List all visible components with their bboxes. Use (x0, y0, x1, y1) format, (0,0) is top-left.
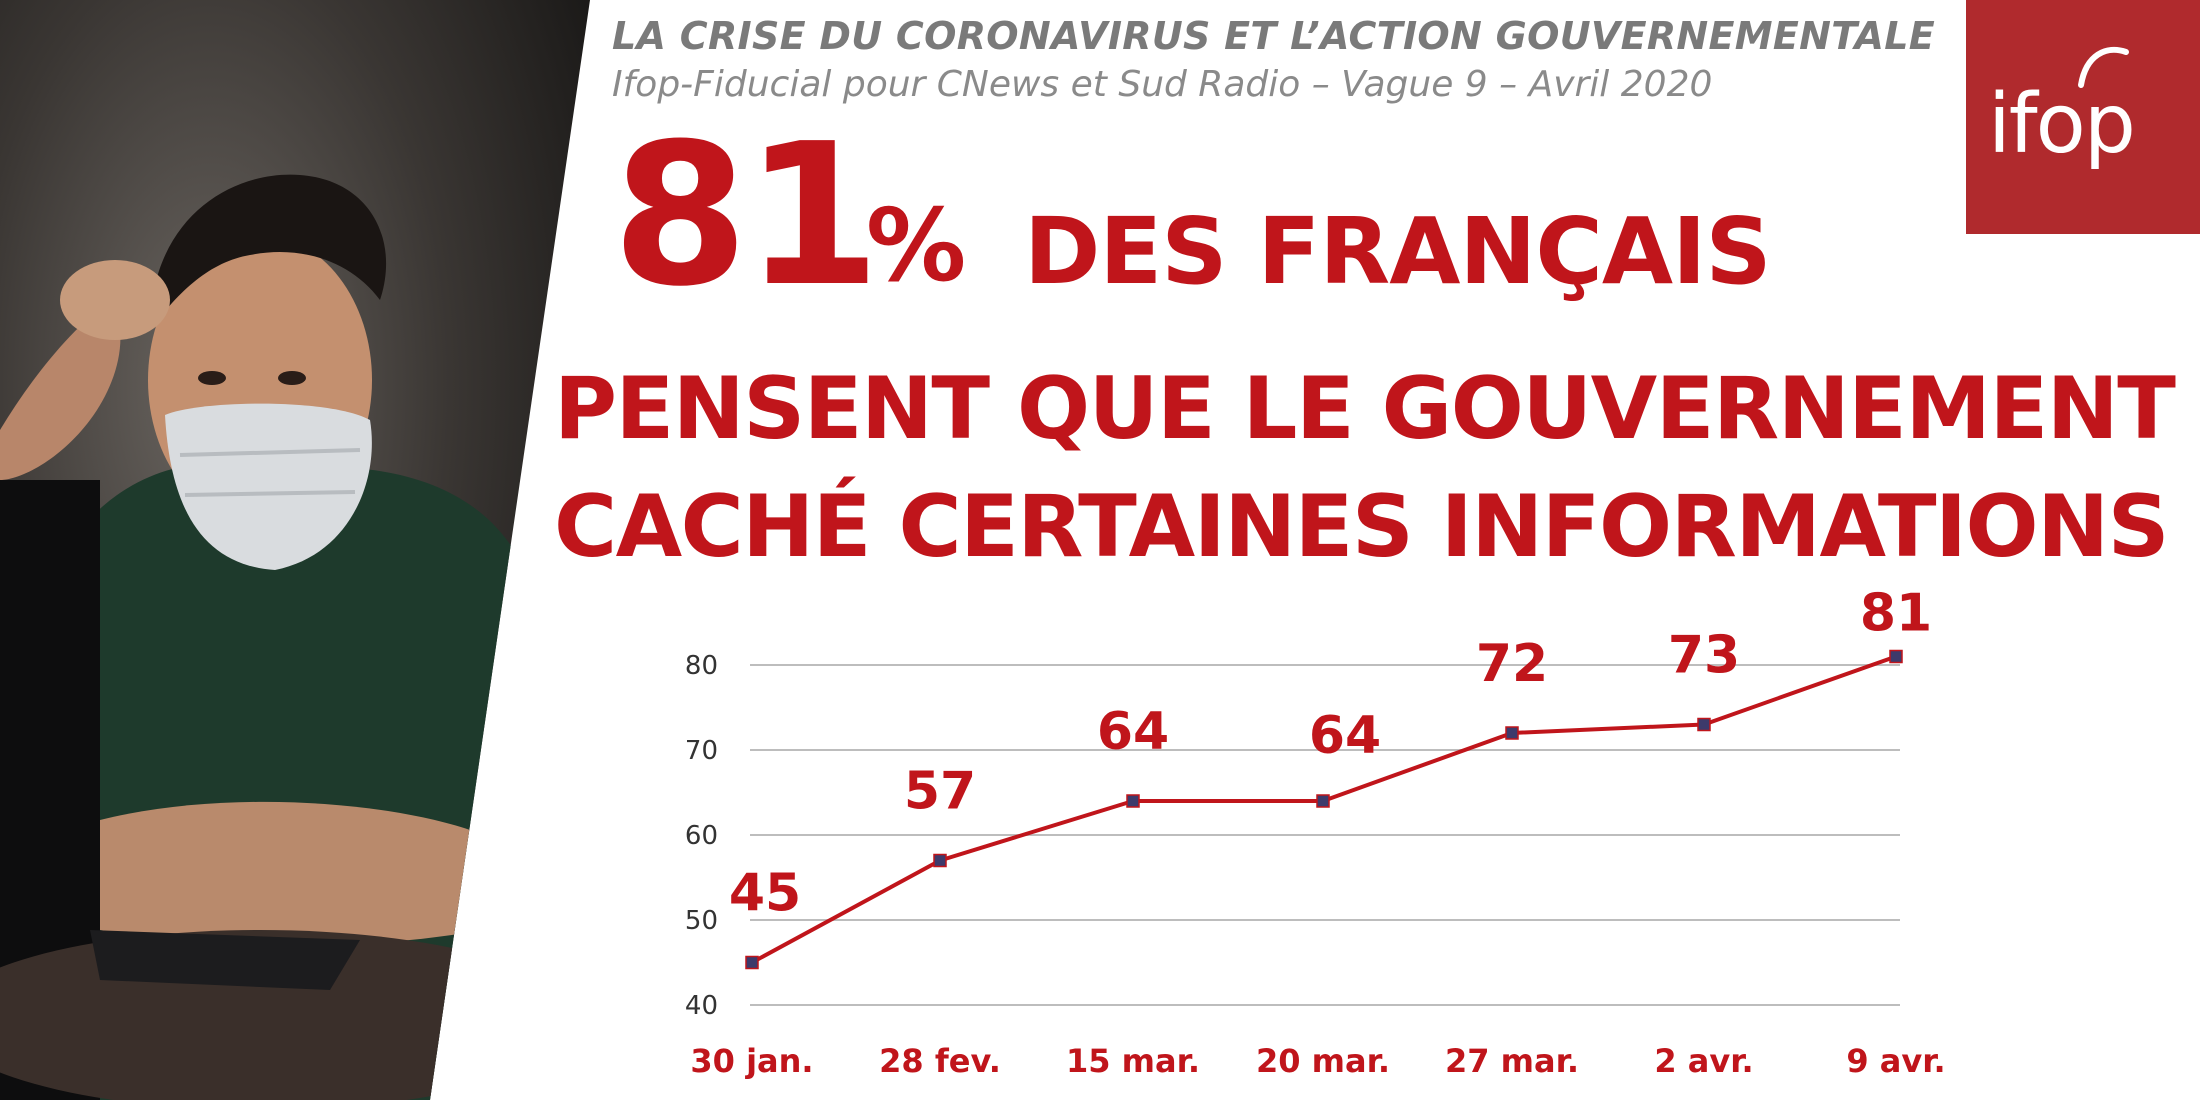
x-category-label: 15 mar. (1066, 1042, 1200, 1080)
data-label: 64 (1097, 702, 1169, 762)
headline-line-1: PENSENT QUE LE GOUVERNEMENT A (554, 359, 2200, 459)
x-category-label: 27 mar. (1445, 1042, 1579, 1080)
headline-percentage-value: 81 (612, 102, 881, 330)
headline-line-2: CACHÉ CERTAINES INFORMATIONS (554, 477, 2170, 577)
data-point-marker (1697, 717, 1711, 732)
data-point-marker (1889, 649, 1903, 664)
svg-text:ifop: ifop (1988, 77, 2134, 172)
y-tick-label: 70 (685, 736, 718, 766)
x-category-label: 9 avr. (1846, 1042, 1945, 1080)
y-tick-label: 80 (685, 651, 718, 681)
headline-percent-sign: % (866, 187, 967, 304)
data-label: 81 (1860, 584, 1932, 644)
x-category-label: 20 mar. (1256, 1042, 1390, 1080)
survey-subtitle: Ifop-Fiducial pour CNews et Sud Radio – … (612, 64, 1713, 105)
data-label: 73 (1668, 626, 1740, 686)
ifop-logo-mark: ifop (1988, 46, 2136, 172)
headline-label: DES FRANÇAIS (1024, 198, 1772, 305)
data-point-marker (933, 853, 947, 868)
data-point-marker (1126, 794, 1140, 808)
masked-person-photo (0, 0, 590, 1100)
data-label: 45 (729, 864, 801, 924)
y-tick-label: 50 (685, 906, 718, 936)
data-point-marker (1316, 794, 1330, 808)
survey-title: LA CRISE DU CORONAVIRUS ET L’ACTION GOUV… (612, 14, 1935, 58)
y-tick-label: 40 (685, 991, 718, 1021)
y-tick-label: 60 (685, 821, 718, 851)
x-category-label: 30 jan. (690, 1042, 813, 1080)
x-category-label: 28 fev. (879, 1042, 1001, 1080)
data-point-marker (1505, 726, 1519, 740)
data-point-marker (745, 955, 759, 970)
data-label: 72 (1476, 634, 1548, 694)
x-category-label: 2 avr. (1654, 1042, 1753, 1080)
ifop-logo: ifop (1966, 0, 2200, 234)
data-label: 64 (1309, 706, 1381, 766)
data-label: 57 (904, 762, 976, 822)
